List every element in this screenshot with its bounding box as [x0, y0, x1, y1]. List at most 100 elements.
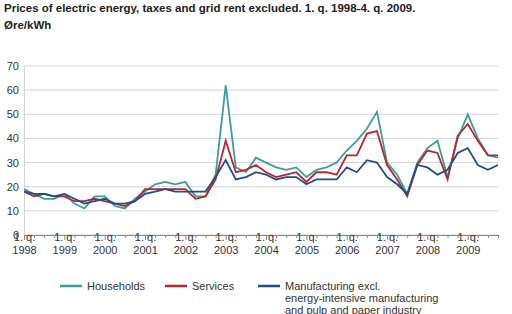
y-tick: 50 — [7, 108, 24, 120]
x-tick-mark — [74, 235, 75, 238]
x-tick-mark — [115, 235, 116, 238]
x-tick — [437, 235, 438, 238]
subtitle: Øre/kWh — [4, 19, 51, 31]
x-tick-mark — [367, 235, 368, 238]
x-tick: 1. q.2008 — [416, 231, 440, 256]
x-tick-mark — [44, 235, 45, 238]
legend-item: Manufacturing excl.energy-intensive manu… — [258, 280, 438, 314]
x-tick — [115, 235, 116, 238]
grid-line — [24, 66, 498, 67]
x-tick-mark — [357, 235, 358, 238]
x-tick: 1. q.2003 — [214, 231, 238, 256]
x-tick: 1. q.2007 — [375, 231, 399, 256]
x-tick: 1. q.2004 — [254, 231, 278, 256]
x-tick — [397, 235, 398, 238]
y-tick-label: 50 — [7, 108, 19, 120]
grid-line — [24, 162, 498, 163]
series-line — [24, 85, 498, 208]
x-tick: 1. q.2000 — [93, 231, 117, 256]
y-tick: 30 — [7, 157, 24, 169]
x-tick-label: 1. q.2004 — [254, 231, 278, 256]
x-tick — [357, 235, 358, 238]
x-tick-mark — [34, 235, 35, 238]
y-axis-line — [24, 67, 25, 236]
x-tick-mark — [236, 235, 237, 238]
title: Prices of electric energy, taxes and gri… — [4, 2, 415, 14]
y-tick-label: 30 — [7, 157, 19, 169]
x-axis: 1. q.1998 1. q.1999 1. q.2000 1. q.2001 1. q… — [12, 231, 498, 256]
x-tick — [125, 235, 126, 238]
legend-label: Households — [87, 280, 146, 292]
x-tick — [44, 235, 45, 238]
x-tick-label: 1. q.2007 — [375, 231, 399, 256]
x-tick-mark — [206, 235, 207, 238]
x-tick: 1. q.2006 — [335, 231, 359, 256]
x-tick — [246, 235, 247, 238]
legend-swatch — [258, 285, 280, 288]
x-tick — [327, 235, 328, 238]
x-tick — [448, 235, 449, 238]
y-tick-label: 40 — [7, 132, 19, 144]
x-tick — [478, 235, 479, 238]
x-tick: 1. q.1998 — [12, 231, 36, 256]
legend-swatch — [60, 285, 82, 288]
x-tick-mark — [195, 235, 196, 238]
x-tick-mark — [276, 235, 277, 238]
x-tick-mark — [165, 235, 166, 238]
grid-line — [24, 210, 498, 211]
y-tick: 70 — [7, 60, 24, 72]
y-tick: 60 — [7, 84, 24, 96]
grid — [24, 66, 498, 235]
chart: Prices of electric energy, taxes and gri… — [0, 0, 512, 314]
x-tick-label: 1. q.1998 — [12, 231, 36, 256]
x-tick — [236, 235, 237, 238]
x-tick-mark — [246, 235, 247, 238]
x-tick-label: 1. q.2006 — [335, 231, 359, 256]
x-tick — [155, 235, 156, 238]
x-tick-mark — [437, 235, 438, 238]
y-tick: 20 — [7, 181, 24, 193]
x-tick — [195, 235, 196, 238]
x-tick-mark — [286, 235, 287, 238]
x-tick-mark — [155, 235, 156, 238]
x-tick-label: 1. q.2009 — [456, 231, 480, 256]
y-tick: 40 — [7, 132, 24, 144]
x-tick — [74, 235, 75, 238]
series-line — [24, 148, 498, 204]
x-tick — [165, 235, 166, 238]
x-tick-mark — [448, 235, 449, 238]
x-tick: 1. q.1999 — [53, 231, 77, 256]
x-tick — [206, 235, 207, 238]
y-axis: 010203040506070 — [7, 60, 25, 241]
lines — [24, 85, 498, 208]
x-tick-label: 1. q.2005 — [295, 231, 319, 256]
legend-item: Households — [60, 280, 146, 292]
x-tick-mark — [397, 235, 398, 238]
x-tick-mark — [327, 235, 328, 238]
x-tick — [34, 235, 35, 238]
x-tick-mark — [407, 235, 408, 238]
plot: 0102030405060701. q.19981. q.19991. q.20… — [7, 60, 499, 256]
x-tick — [498, 235, 499, 238]
y-tick-label: 10 — [7, 205, 19, 217]
legend-label: Services — [192, 280, 235, 292]
x-tick: 1. q.2005 — [295, 231, 319, 256]
x-tick-label: 1. q.2008 — [416, 231, 440, 256]
grid-line — [24, 138, 498, 139]
x-tick-mark — [498, 235, 499, 238]
grid-line — [24, 114, 498, 115]
y-tick-label: 60 — [7, 84, 19, 96]
x-tick: 1. q.2001 — [133, 231, 157, 256]
legend-label: Manufacturing excl.energy-intensive manu… — [285, 280, 438, 314]
x-tick-mark — [125, 235, 126, 238]
legend: Households Services Manufacturing excl.ene… — [60, 280, 438, 314]
x-tick: 1. q.2009 — [456, 231, 480, 256]
x-tick — [488, 235, 489, 238]
y-tick: 10 — [7, 205, 24, 217]
grid-line — [24, 186, 498, 187]
y-tick-label: 70 — [7, 60, 19, 72]
x-tick: 1. q.2002 — [174, 231, 198, 256]
series-line — [24, 124, 498, 206]
x-tick-label: 1. q.2003 — [214, 231, 238, 256]
legend-item: Services — [165, 280, 235, 292]
